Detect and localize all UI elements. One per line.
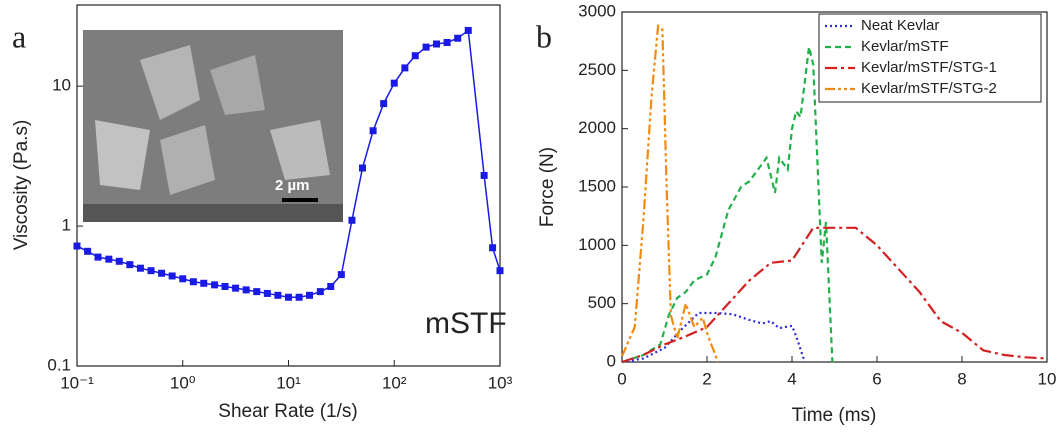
data-point <box>105 255 113 263</box>
legend-label: Kevlar/mSTF <box>861 38 949 55</box>
particle <box>270 120 330 180</box>
data-point <box>253 288 261 296</box>
data-point <box>211 281 219 289</box>
data-point <box>84 247 92 255</box>
data-point <box>232 284 240 292</box>
data-point <box>348 216 356 224</box>
data-point <box>263 289 271 297</box>
data-point <box>306 291 314 299</box>
y-tick-label: 2000 <box>578 118 616 137</box>
x-axis-title: Time (ms) <box>792 405 877 426</box>
data-point <box>73 242 81 250</box>
x-tick-label: 10¹ <box>276 373 301 392</box>
particle <box>210 55 265 115</box>
data-point <box>94 253 102 261</box>
data-point <box>369 127 377 135</box>
data-point <box>274 291 282 299</box>
x-tick-label: 0 <box>617 369 626 388</box>
data-point <box>401 64 409 72</box>
data-point <box>242 286 250 294</box>
x-tick-label: 8 <box>957 369 966 388</box>
data-line <box>621 46 834 364</box>
x-tick-label: 10 <box>1038 369 1057 388</box>
data-point <box>179 275 187 283</box>
data-point <box>380 100 388 108</box>
data-point <box>136 264 144 272</box>
legend-label: Neat Kevlar <box>861 17 939 34</box>
x-tick-label: 10⁻¹ <box>60 373 94 392</box>
y-tick-label: 3000 <box>578 1 616 20</box>
data-point <box>337 271 345 279</box>
particle <box>95 120 150 190</box>
x-tick-label: 10³ <box>488 373 513 392</box>
y-tick-label: 1 <box>62 216 71 235</box>
x-tick-label: 10⁰ <box>170 373 196 392</box>
y-tick-label: 500 <box>588 293 616 312</box>
x-axis-title: Shear Rate (1/s) <box>218 401 357 422</box>
data-point <box>480 171 488 179</box>
data-line <box>621 226 1048 364</box>
data-point <box>295 293 303 301</box>
inset-footer <box>83 204 343 222</box>
data-point <box>496 267 504 275</box>
data-point <box>390 79 398 87</box>
y-tick-label: 1500 <box>578 176 616 195</box>
y-tick-label: 0.1 <box>47 355 71 374</box>
y-tick-label: 2500 <box>578 60 616 79</box>
inset-label: 2 µm <box>275 177 310 194</box>
data-point <box>168 272 176 280</box>
data-point <box>189 278 197 286</box>
legend-label: Kevlar/mSTF/STG-1 <box>861 59 997 76</box>
y-axis-title: Force (N) <box>537 147 558 227</box>
x-tick-label: 6 <box>872 369 881 388</box>
data-point <box>158 269 166 277</box>
data-point <box>126 261 134 269</box>
data-point <box>327 282 335 290</box>
x-tick-label: 2 <box>702 369 711 388</box>
data-point <box>221 282 229 290</box>
data-point <box>359 164 367 172</box>
data-point <box>454 34 462 42</box>
data-point <box>433 40 441 48</box>
y-tick-label: 10 <box>52 76 71 95</box>
inset-image <box>83 30 343 222</box>
y-axis-title: Viscosity (Pa.s) <box>11 120 32 251</box>
data-point <box>489 244 497 252</box>
legend-label: Kevlar/mSTF/STG-2 <box>861 80 997 97</box>
data-point <box>147 267 155 275</box>
particle <box>140 45 200 120</box>
data-line <box>620 23 719 363</box>
panel-label: b <box>536 18 552 54</box>
data-point <box>422 43 430 51</box>
y-tick-label: 0 <box>607 351 616 370</box>
data-point <box>316 288 324 296</box>
panel-label: a <box>12 18 26 54</box>
data-point <box>200 279 208 287</box>
x-tick-label: 4 <box>787 369 796 388</box>
data-point <box>443 39 451 47</box>
x-tick-label: 10² <box>382 373 407 392</box>
particle <box>160 125 215 195</box>
data-point <box>464 26 472 34</box>
y-tick-label: 1000 <box>578 235 616 254</box>
data-point <box>285 293 292 301</box>
data-point <box>115 257 123 265</box>
legend-box <box>818 13 1042 103</box>
data-point <box>411 52 419 60</box>
annotation: mSTF <box>425 307 507 340</box>
